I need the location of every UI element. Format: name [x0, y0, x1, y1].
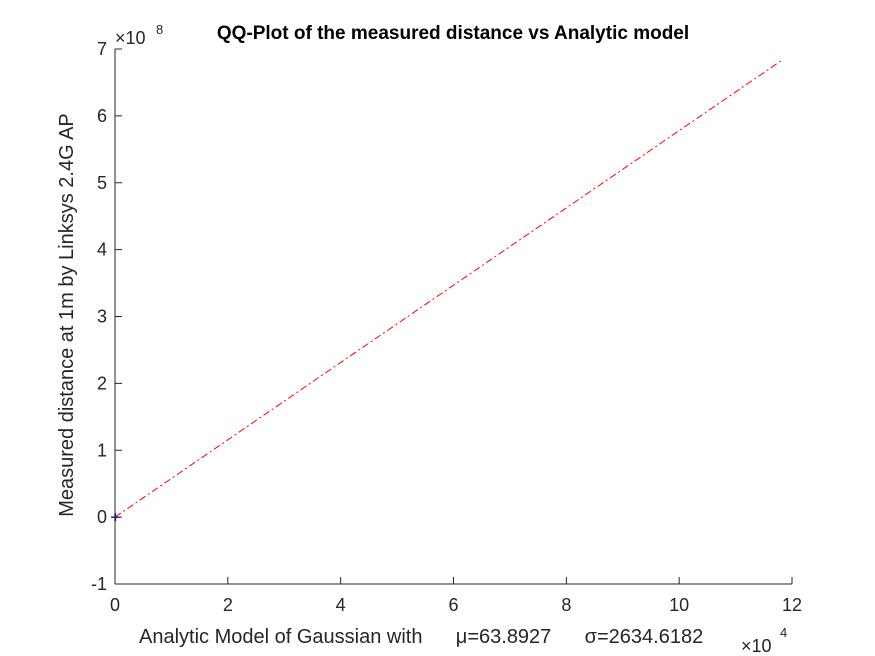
x-axis-label: Analytic Model of Gaussian with μ=63.892…: [139, 626, 703, 648]
y-tick-label: -1: [91, 574, 107, 594]
y-tick-label: 2: [97, 373, 107, 393]
plot-area: [115, 49, 792, 584]
y-axis-label: Measured distance at 1m by Linksys 2.4G …: [56, 113, 78, 517]
x-tick-label: 10: [669, 595, 689, 615]
x-exponent-power: 4: [780, 625, 787, 640]
y-tick-label: 5: [97, 173, 107, 193]
y-tick-label: 0: [97, 507, 107, 527]
y-exponent-base: ×10: [115, 28, 146, 48]
x-exponent-base: ×10: [741, 636, 772, 656]
x-tick-label: 2: [223, 595, 233, 615]
chart-title: QQ-Plot of the measured distance vs Anal…: [217, 23, 689, 44]
x-tick-label: 8: [561, 595, 571, 615]
y-exponent-power: 8: [156, 22, 163, 37]
y-tick-label: 4: [97, 240, 107, 260]
x-tick-label: 12: [782, 595, 802, 615]
x-tick-label: 4: [336, 595, 346, 615]
x-tick-label: 6: [448, 595, 458, 615]
x-tick-label: 0: [110, 595, 120, 615]
y-tick-label: 3: [97, 307, 107, 327]
y-tick-label: 1: [97, 440, 107, 460]
y-tick-label: 7: [97, 39, 107, 59]
y-tick-label: 6: [97, 106, 107, 126]
